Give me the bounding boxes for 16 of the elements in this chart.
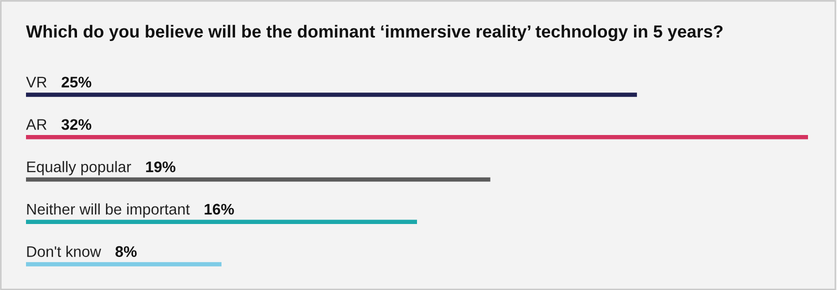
y-tick-label: VR [26, 76, 47, 88]
y-tick-label: Don't know [27, 246, 102, 257]
data-label: 16% [204, 204, 234, 215]
bar [26, 92, 637, 97]
bar [26, 220, 417, 224]
data-label: 32% [61, 119, 92, 130]
data-label: 19% [146, 161, 176, 172]
data-label: 8% [115, 246, 137, 257]
bar [26, 177, 490, 182]
data-label: 25% [62, 76, 92, 88]
y-tick-label: Neither will be important [27, 203, 190, 218]
y-tick-label: Equally popular [27, 161, 132, 176]
bar [26, 262, 222, 266]
y-tick-label: AR [26, 119, 47, 130]
bar [26, 135, 808, 140]
chart-title: Which do you believe will be the dominant ‘immersive reality’ technology in 5 years? [26, 24, 723, 42]
